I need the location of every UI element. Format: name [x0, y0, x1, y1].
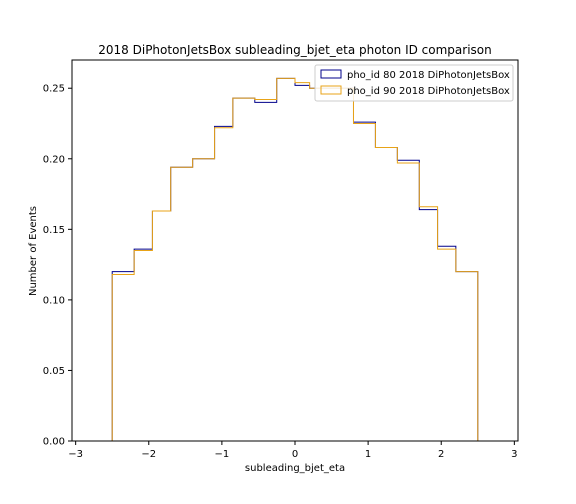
x-tick-label: 0	[292, 449, 298, 460]
legend-swatch	[320, 85, 342, 95]
x-axis-label: subleading_bjet_eta	[245, 463, 345, 474]
chart-title: 2018 DiPhotonJetsBox subleading_bjet_eta…	[98, 43, 491, 57]
legend-label: pho_id 80 2018 DiPhotonJetsBox	[347, 70, 510, 81]
y-tick-label: 0.05	[43, 366, 65, 377]
y-tick-label: 0.10	[43, 295, 65, 306]
legend-swatch	[320, 69, 342, 79]
series-line-2	[111, 77, 479, 441]
plot-area	[111, 77, 479, 441]
series-line-1	[111, 77, 479, 441]
x-tick-label: 3	[511, 449, 517, 460]
x-tick-label: −2	[141, 449, 156, 460]
y-axis-label: Number of Events	[28, 206, 39, 296]
y-tick-label: 0.20	[43, 154, 65, 165]
legend: pho_id 80 2018 DiPhotonJetsBox pho_id 90 …	[314, 64, 514, 102]
x-tick-label: −1	[215, 449, 230, 460]
x-tick-label: 2	[438, 449, 444, 460]
x-axis: −3 −2 −1 0 1 2 3	[68, 441, 518, 460]
y-tick-label: 0.00	[43, 437, 65, 448]
x-tick-label: 1	[365, 449, 371, 460]
y-axis: 0.00 0.05 0.10 0.15 0.20 0.25	[43, 84, 72, 448]
y-tick-label: 0.15	[43, 225, 65, 236]
legend-box	[314, 64, 514, 102]
x-tick-label: −3	[68, 449, 83, 460]
legend-label: pho_id 90 2018 DiPhotonJetsBox	[347, 86, 510, 97]
y-tick-label: 0.25	[43, 84, 65, 95]
